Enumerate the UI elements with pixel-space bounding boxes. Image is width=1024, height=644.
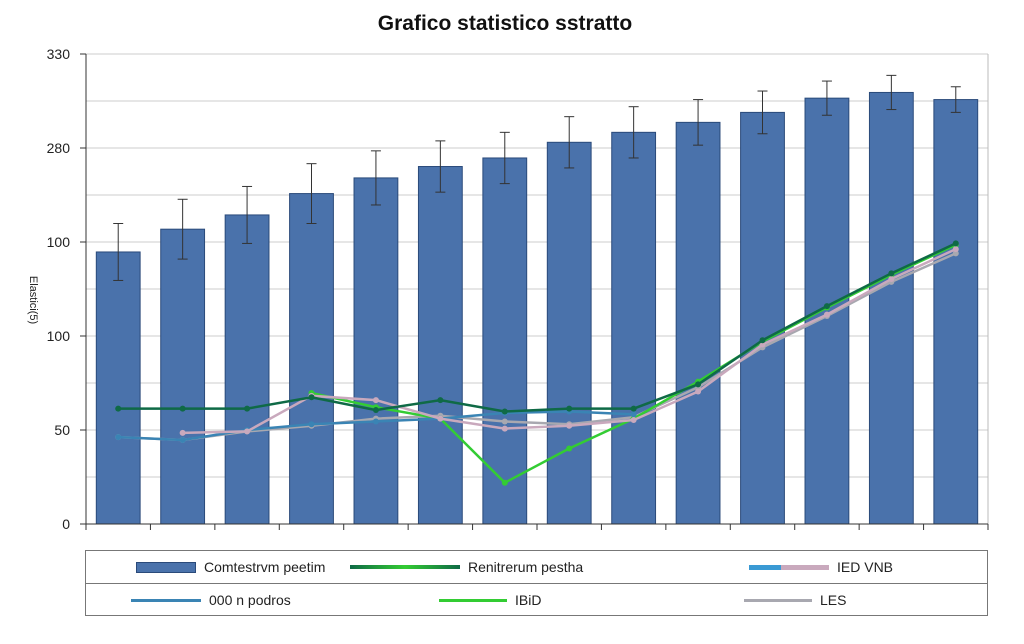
series-point xyxy=(244,428,251,435)
bar xyxy=(353,177,399,525)
bar xyxy=(95,251,141,525)
series-point xyxy=(952,250,959,257)
bar xyxy=(675,121,721,525)
bar xyxy=(224,214,270,525)
bar xyxy=(611,131,657,525)
legend-swatch-line xyxy=(439,598,507,602)
bar xyxy=(417,166,463,525)
series-point xyxy=(115,405,122,412)
legend-swatch-line xyxy=(131,598,201,602)
series-point xyxy=(501,479,508,486)
legend-label: Renitrerum pestha xyxy=(468,559,584,575)
legend-label: LES xyxy=(820,592,847,608)
y-tick-label: 330 xyxy=(47,46,71,62)
series-point xyxy=(179,429,186,436)
legend-label: IED VNB xyxy=(837,559,894,575)
bar xyxy=(740,111,785,525)
series-point xyxy=(695,388,702,395)
series-point xyxy=(888,276,895,283)
y-tick-label: 100 xyxy=(47,328,71,344)
series-point xyxy=(179,405,186,412)
y-tick-label: 100 xyxy=(47,234,71,250)
series-point xyxy=(630,411,637,418)
series-point xyxy=(372,418,379,425)
series-point xyxy=(501,408,508,415)
series-point xyxy=(501,418,508,425)
series-point xyxy=(308,421,315,428)
bar xyxy=(546,141,592,525)
series-point xyxy=(888,270,895,277)
y-tick-label: 280 xyxy=(47,140,71,156)
series-point xyxy=(759,337,766,344)
chart: Grafico statistico sstratto 0 50 100 100 280… xyxy=(27,12,989,532)
series-point xyxy=(823,303,830,310)
series-point xyxy=(695,381,702,388)
bar xyxy=(289,193,334,525)
bar xyxy=(804,97,850,525)
chart-title: Grafico statistico sstratto xyxy=(378,12,632,35)
series-point xyxy=(501,425,508,432)
bar xyxy=(933,99,979,525)
series-point xyxy=(437,415,444,422)
legend-swatch-bar xyxy=(136,561,196,573)
series-point xyxy=(630,405,637,412)
series-point xyxy=(759,341,766,348)
bar xyxy=(160,228,206,525)
series-point xyxy=(179,436,186,443)
series-point xyxy=(308,394,315,401)
series-point xyxy=(437,397,444,404)
series-point xyxy=(952,246,959,253)
series-point xyxy=(566,405,573,412)
series-point xyxy=(566,422,573,429)
series-point xyxy=(952,240,959,247)
legend-swatch-line xyxy=(744,598,812,602)
series-line xyxy=(118,252,957,442)
legend-label: IBiD xyxy=(515,592,542,608)
bar xyxy=(868,91,914,525)
y-tick-label: 0 xyxy=(62,516,70,532)
y-tick-label: 50 xyxy=(54,422,70,438)
series-point xyxy=(244,405,251,412)
legend-label: 000 n podros xyxy=(209,592,291,608)
series-point xyxy=(566,445,573,452)
y-axis-label: Elastici(5) xyxy=(27,276,39,324)
series-point xyxy=(115,434,122,441)
legend-swatch-line xyxy=(350,565,460,569)
series-point xyxy=(823,311,830,318)
series-point xyxy=(630,417,637,424)
series-point xyxy=(372,407,379,414)
series-line xyxy=(118,242,957,413)
legend-label: Comtestrvm peetim xyxy=(204,559,326,575)
legend-swatch-line xyxy=(749,564,829,570)
series-point xyxy=(372,397,379,404)
legend: Comtestrvm peetim Renitrerum pestha IED … xyxy=(85,550,988,616)
bar xyxy=(482,157,528,525)
